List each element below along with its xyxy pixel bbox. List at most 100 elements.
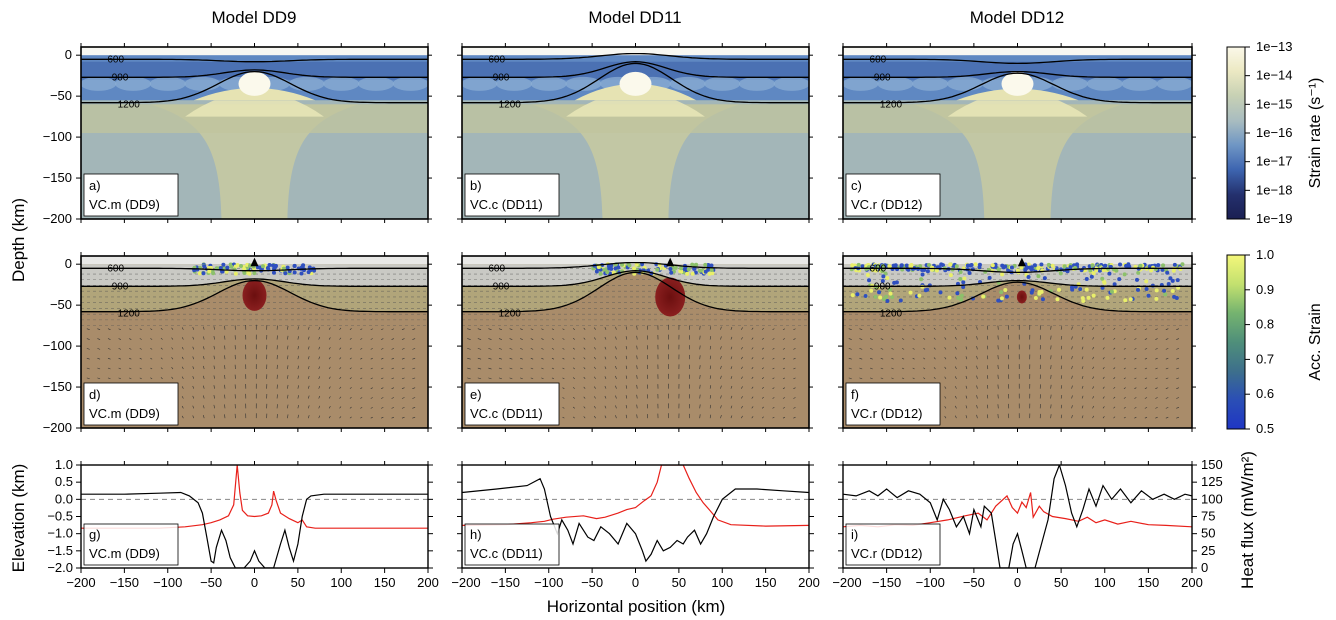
air-layer (843, 256, 1192, 265)
velocity-arrow (869, 338, 873, 340)
strain-marker (594, 269, 599, 274)
velocity-arrow (944, 356, 947, 360)
velocity-arrow (772, 367, 775, 370)
velocity-arrow (562, 377, 565, 380)
velocity-arrow (720, 346, 722, 350)
strain-marker (999, 296, 1004, 301)
velocity-arrow (370, 348, 373, 350)
velocity-arrow (615, 395, 617, 399)
strain-marker (679, 266, 684, 271)
velocity-arrow (381, 328, 384, 330)
velocity-arrow (1144, 387, 1148, 389)
strain-marker (899, 263, 904, 268)
velocity-arrow (955, 327, 957, 330)
velocity-arrow (761, 357, 764, 360)
velocity-arrow (86, 357, 90, 360)
strain-marker (709, 268, 714, 273)
velocity-arrow (976, 336, 978, 340)
velocity-arrow (318, 405, 321, 409)
isotherm-label: 900 (493, 281, 510, 292)
velocity-arrow (625, 365, 628, 370)
heatflux-tick-label: 75 (1201, 509, 1215, 524)
strain-marker (1062, 264, 1067, 269)
velocity-arrow (1060, 326, 1063, 330)
isotherm-label: 600 (488, 263, 505, 274)
velocity-arrow (751, 347, 754, 350)
velocity-arrow (381, 338, 384, 340)
strain-marker (1165, 270, 1170, 275)
heatflux-tick-label: 50 (1201, 526, 1215, 541)
isotherm-900 (81, 278, 428, 287)
strain-marker (959, 297, 964, 302)
strain-marker (1162, 288, 1167, 293)
velocity-arrow (297, 336, 299, 340)
velocity-arrow (509, 377, 513, 380)
velocity-arrow (297, 404, 299, 409)
velocity-arrow (381, 367, 384, 370)
strain-marker (1151, 265, 1156, 270)
velocity-arrow (1144, 367, 1148, 370)
velocity-arrow (955, 386, 957, 389)
strain-blob (115, 76, 152, 91)
strain-blob (530, 76, 567, 91)
velocity-arrow (1081, 376, 1084, 379)
velocity-arrow (1123, 387, 1126, 389)
strain-marker (1068, 265, 1073, 270)
velocity-arrow (699, 325, 701, 330)
velocity-arrow (1102, 396, 1105, 399)
strain-marker (1172, 262, 1177, 267)
strain-blob (496, 76, 533, 91)
velocity-arrow (307, 405, 310, 409)
elevation-line (81, 491, 428, 568)
panel-model-label: VC.r (DD12) (851, 197, 923, 212)
velocity-arrow (859, 328, 863, 330)
elevation-panel-3: i) VC.r (DD12) −200 −150 −100 −50 0 50 100 150 200… (832, 457, 1222, 590)
velocity-arrow (530, 357, 534, 360)
velocity-arrow (181, 356, 184, 360)
velocity-arrow (933, 337, 936, 340)
y-tick-label: −100 (43, 129, 72, 144)
heat-flux-line (462, 465, 809, 527)
air-layer (81, 47, 428, 56)
strain-blob (1121, 76, 1158, 91)
velocity-arrow (859, 348, 863, 350)
velocity-arrow (1102, 327, 1105, 330)
melt-region (1016, 290, 1027, 304)
velocity-arrow (401, 348, 405, 350)
velocity-arrow (1144, 407, 1148, 409)
velocity-arrow (793, 387, 796, 389)
velocity-arrow (530, 328, 534, 330)
velocity-arrow (848, 348, 852, 350)
velocity-arrow (1134, 377, 1137, 380)
velocity-arrow (730, 415, 733, 419)
velocity-arrow (213, 326, 215, 330)
elevation-axis-label: Elevation (km) (9, 464, 28, 573)
y-tick-label: −200 (43, 420, 72, 435)
velocity-arrow (572, 377, 575, 380)
velocity-arrow (782, 397, 786, 399)
velocity-arrow (339, 406, 342, 409)
velocity-arrow (986, 414, 989, 419)
x-tick-label: −150 (872, 575, 901, 590)
velocity-arrow (213, 336, 215, 340)
strain-marker (229, 264, 234, 269)
velocity-arrow (107, 357, 111, 360)
isotherm-1200 (81, 279, 428, 313)
strain-marker (961, 280, 966, 285)
velocity-arrow (477, 328, 482, 331)
velocity-arrow (572, 337, 575, 340)
strain-marker (669, 270, 674, 275)
strain-marker (880, 278, 885, 283)
velocity-arrow (761, 416, 764, 419)
velocity-arrow (751, 366, 754, 370)
velocity-arrow (181, 327, 184, 330)
colorbar-tick-label: 0.9 (1256, 282, 1274, 297)
velocity-arrow (97, 357, 101, 360)
velocity-arrow (160, 357, 163, 360)
velocity-arrow (572, 406, 575, 409)
velocity-arrow (562, 407, 565, 409)
velocity-arrow (287, 404, 289, 409)
strain-marker (292, 263, 297, 268)
x-tick-label: −150 (110, 575, 139, 590)
velocity-arrow (793, 348, 796, 350)
